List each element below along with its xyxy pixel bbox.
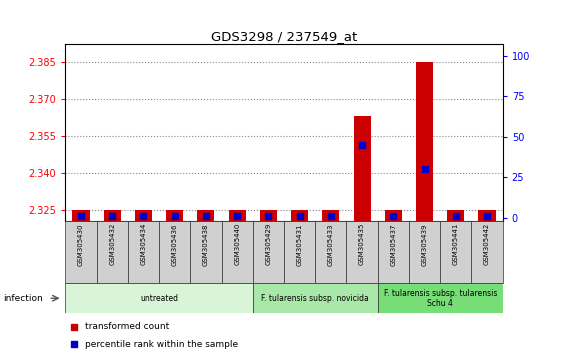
Bar bbox=[346, 221, 378, 283]
Bar bbox=[222, 221, 253, 283]
Bar bbox=[440, 221, 471, 283]
Point bbox=[264, 213, 273, 219]
Point bbox=[326, 213, 335, 219]
Text: GSM305440: GSM305440 bbox=[234, 223, 240, 266]
Bar bbox=[128, 221, 159, 283]
Bar bbox=[253, 221, 284, 283]
Text: untreated: untreated bbox=[140, 294, 178, 303]
Point bbox=[451, 213, 460, 219]
Text: GSM305434: GSM305434 bbox=[140, 223, 147, 266]
Point bbox=[233, 213, 242, 219]
Bar bbox=[471, 221, 503, 283]
Point bbox=[359, 100, 368, 105]
Text: GSM305435: GSM305435 bbox=[359, 223, 365, 266]
Text: GSM305433: GSM305433 bbox=[328, 223, 334, 266]
Point bbox=[358, 142, 367, 148]
Point bbox=[295, 213, 304, 219]
Bar bbox=[72, 210, 90, 221]
Bar bbox=[409, 221, 440, 283]
Text: GSM305437: GSM305437 bbox=[390, 223, 396, 266]
Text: GSM305442: GSM305442 bbox=[484, 223, 490, 266]
Bar bbox=[159, 221, 190, 283]
Bar bbox=[190, 221, 222, 283]
Text: GSM305438: GSM305438 bbox=[203, 223, 209, 266]
Bar bbox=[103, 210, 121, 221]
Bar bbox=[197, 210, 215, 221]
Bar bbox=[353, 116, 371, 221]
Bar bbox=[378, 221, 409, 283]
Bar bbox=[97, 221, 128, 283]
Bar bbox=[284, 221, 315, 283]
Bar bbox=[65, 283, 253, 313]
Bar bbox=[385, 210, 402, 221]
Text: F. tularensis subsp. tularensis
Schu 4: F. tularensis subsp. tularensis Schu 4 bbox=[383, 289, 497, 308]
Bar bbox=[315, 221, 346, 283]
Text: GSM305430: GSM305430 bbox=[78, 223, 84, 266]
Point bbox=[170, 213, 179, 219]
Bar bbox=[416, 62, 433, 221]
Text: F. tularensis subsp. novicida: F. tularensis subsp. novicida bbox=[261, 294, 369, 303]
Bar bbox=[253, 283, 378, 313]
Point bbox=[420, 166, 429, 172]
Bar bbox=[65, 221, 97, 283]
Bar bbox=[228, 210, 246, 221]
Text: transformed count: transformed count bbox=[85, 322, 169, 331]
Text: GSM305431: GSM305431 bbox=[296, 223, 303, 266]
Bar bbox=[447, 210, 465, 221]
Point bbox=[108, 213, 117, 219]
Bar bbox=[260, 210, 277, 221]
Bar bbox=[135, 210, 152, 221]
Bar bbox=[478, 210, 496, 221]
Bar bbox=[378, 283, 503, 313]
Point bbox=[483, 213, 492, 219]
Text: infection: infection bbox=[3, 294, 43, 303]
Text: GSM305429: GSM305429 bbox=[265, 223, 272, 266]
Text: GSM305432: GSM305432 bbox=[109, 223, 115, 266]
Point bbox=[202, 213, 211, 219]
Point bbox=[76, 213, 86, 219]
Bar bbox=[291, 210, 308, 221]
Text: GSM305436: GSM305436 bbox=[172, 223, 178, 266]
Bar bbox=[166, 210, 183, 221]
Point bbox=[389, 213, 398, 219]
Bar bbox=[322, 210, 340, 221]
Text: GSM305441: GSM305441 bbox=[453, 223, 459, 266]
Text: GSM305439: GSM305439 bbox=[421, 223, 428, 266]
Point bbox=[139, 213, 148, 219]
Point bbox=[359, 261, 368, 267]
Title: GDS3298 / 237549_at: GDS3298 / 237549_at bbox=[211, 30, 357, 43]
Text: percentile rank within the sample: percentile rank within the sample bbox=[85, 340, 238, 349]
